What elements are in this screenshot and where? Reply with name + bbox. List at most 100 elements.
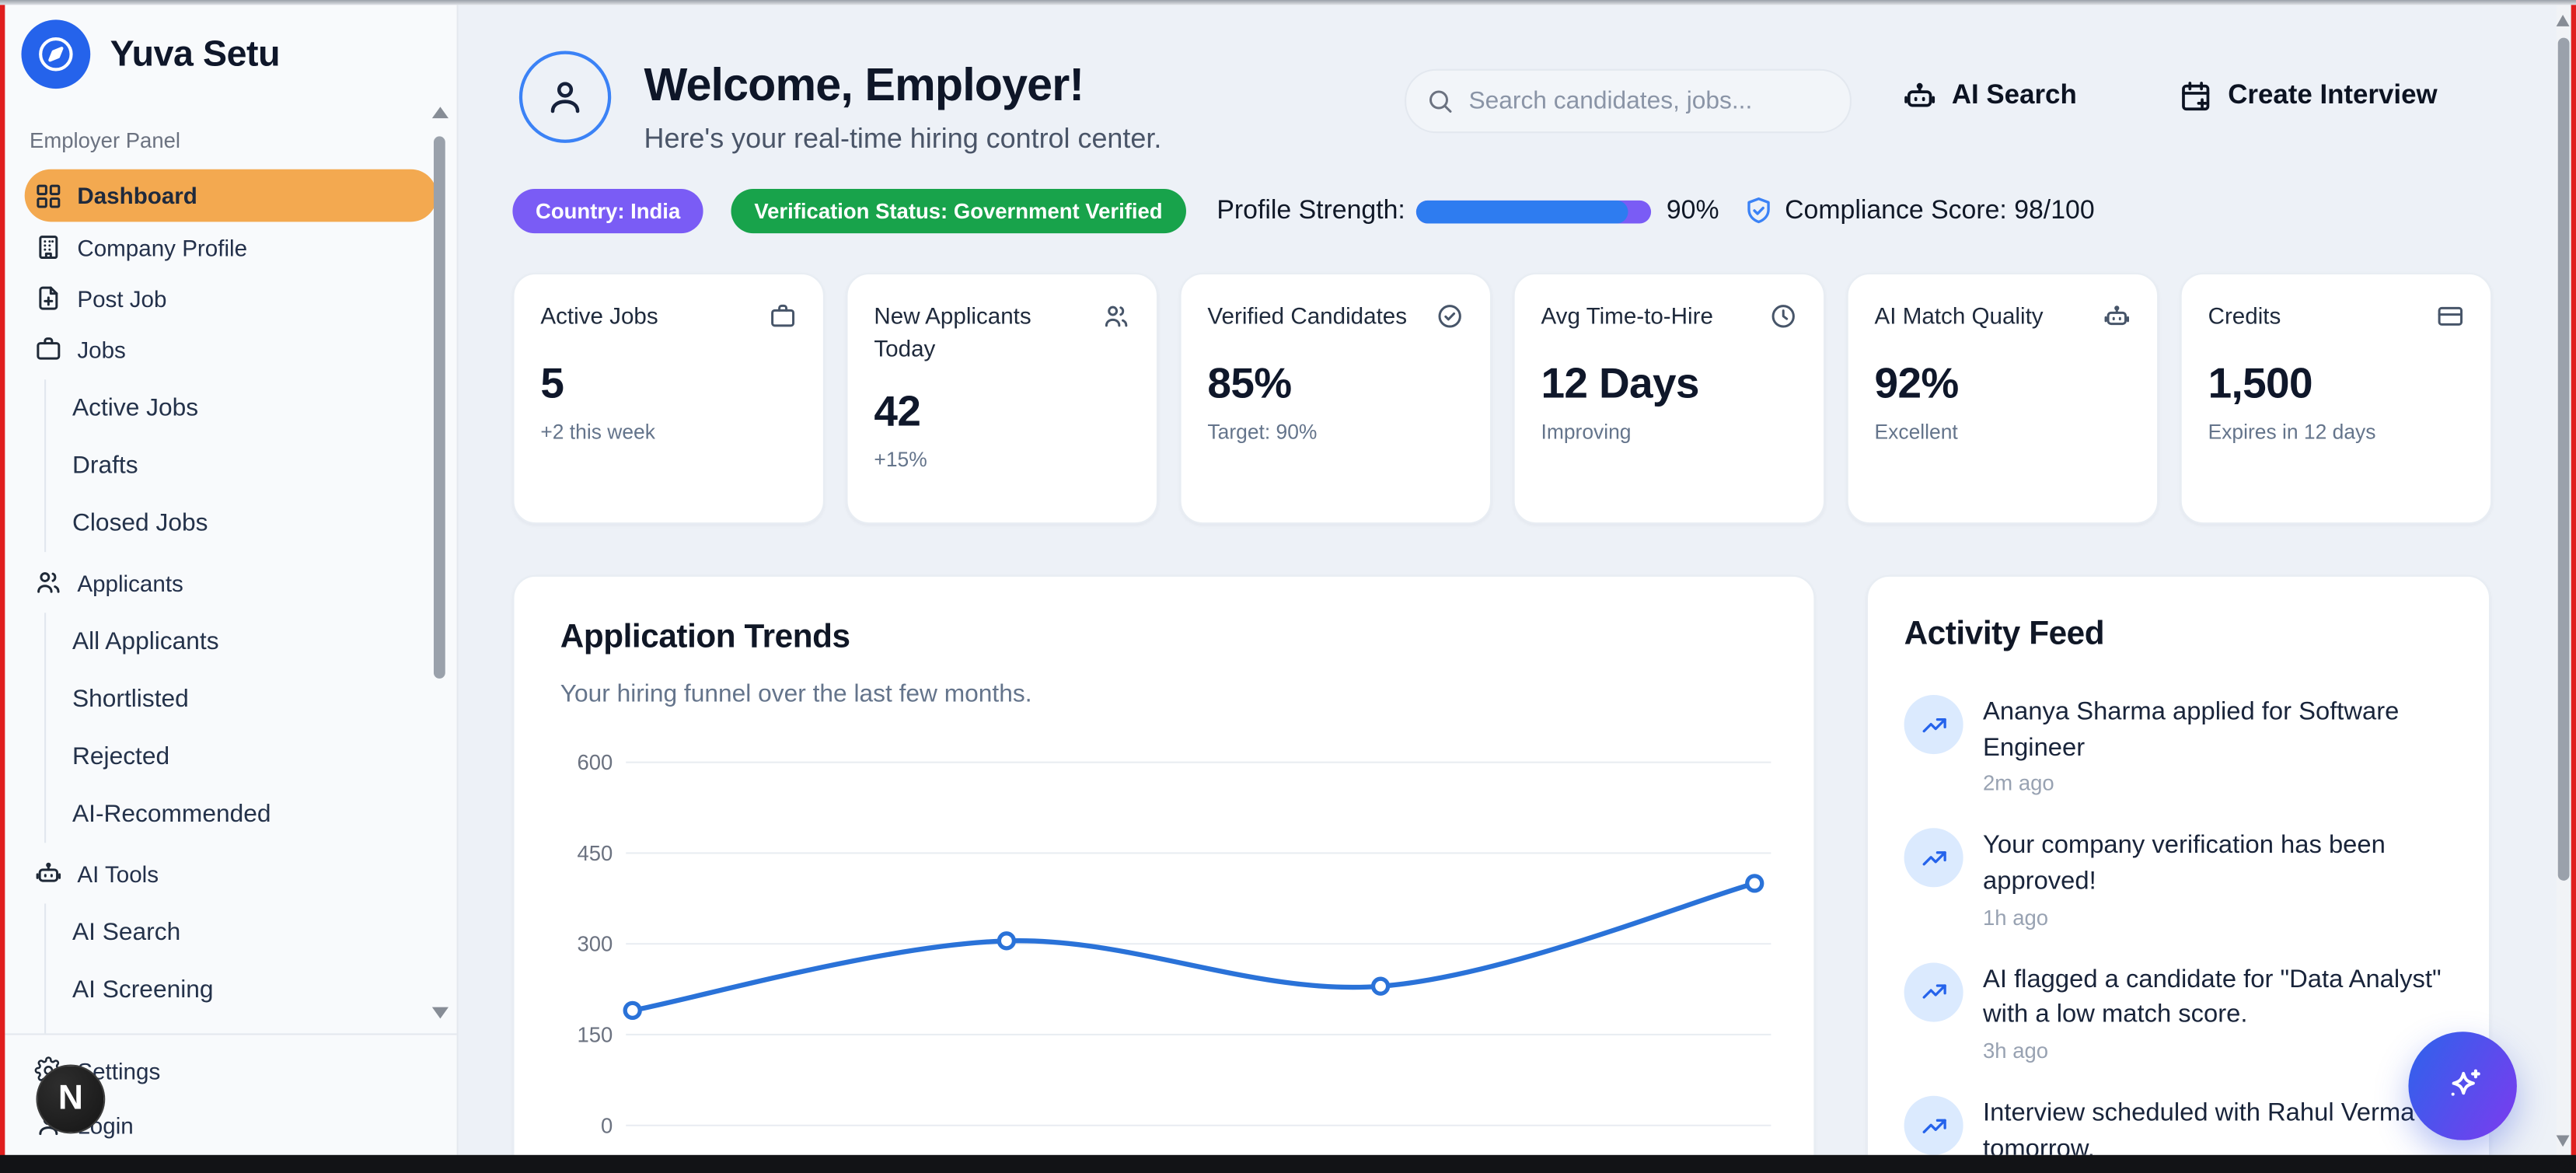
sidebar-item-ai-recommended[interactable]: AI-Recommended: [72, 800, 271, 829]
building-icon: [34, 233, 62, 261]
stat-subtext: +2 this week: [540, 421, 655, 444]
stat-title: Credits: [2208, 302, 2281, 329]
stat-card-ai-match-quality: AI Match Quality 92% Excellent: [1846, 272, 2159, 525]
y-axis-tick: 600: [577, 750, 613, 774]
activity-time: 2m ago: [1983, 771, 2054, 796]
activity-feed-item: Interview scheduled with Rahul Verma for…: [1904, 1095, 2453, 1155]
frame-edge-left: [0, 0, 5, 1173]
sidebar-item-label: Dashboard: [77, 182, 197, 209]
grid-icon: [34, 182, 62, 210]
profile-strength-label: Profile Strength:: [1216, 196, 1405, 225]
stat-title: Avg Time-to-Hire: [1541, 302, 1713, 329]
dev-overlay-badge[interactable]: N: [36, 1064, 106, 1134]
profile-strength-fill: [1416, 199, 1628, 223]
users-icon: [1102, 302, 1130, 338]
sidebar-item-dashboard[interactable]: Dashboard: [24, 169, 438, 222]
scroll-up-icon[interactable]: [431, 106, 449, 119]
ai-assistant-fab[interactable]: [2408, 1032, 2517, 1140]
activity-feed-card: Activity Feed Ananya Sharma applied for …: [1866, 574, 2491, 1155]
trend-line-chart: 0 150 300 450 600: [577, 750, 1771, 1137]
data-point: [997, 931, 1017, 951]
sidebar-item-active-jobs[interactable]: Active Jobs: [72, 394, 199, 423]
y-axis-tick: 0: [601, 1113, 613, 1137]
file-plus-icon: [34, 285, 62, 312]
sidebar-item-shortlisted[interactable]: Shortlisted: [72, 685, 189, 714]
activity-text: Interview scheduled with Rahul Verma for…: [1983, 1099, 2452, 1155]
verification-badge: Verification Status: Government Verified: [731, 189, 1186, 234]
avatar: [518, 51, 612, 143]
scroll-up-icon[interactable]: [2556, 15, 2570, 26]
scroll-down-icon[interactable]: [2556, 1135, 2570, 1147]
activity-time: 1h ago: [1983, 905, 2049, 930]
activity-feed-list: Ananya Sharma applied for Software Engin…: [1904, 695, 2453, 1155]
stat-subtext: Excellent: [1874, 421, 1958, 444]
activity-text: Ananya Sharma applied for Software Engin…: [1983, 698, 2400, 763]
sidebar-item-ai-search[interactable]: AI Search: [72, 918, 181, 947]
frame-edge-top: [0, 0, 2576, 5]
sidebar-subgroup: All Applicants Shortlisted Rejected AI-Reco…: [44, 613, 437, 843]
page-scrollbar-thumb[interactable]: [2557, 37, 2570, 881]
chart-title: Application Trends: [560, 619, 850, 656]
sidebar-item-rejected[interactable]: Rejected: [72, 742, 170, 771]
badges-row: Country: India Verification Status: Gove…: [512, 189, 2095, 234]
header-actions: AI Search Create Interview: [1902, 79, 2438, 113]
sidebar-item-drafts[interactable]: Drafts: [72, 452, 138, 480]
sidebar-item-label: Company Profile: [77, 234, 248, 260]
sidebar-item-applicants[interactable]: Applicants: [25, 557, 437, 608]
trending-up-icon: [1904, 1095, 1963, 1155]
page-title: Welcome, Employer!: [644, 59, 1084, 110]
activity-feed-item: Ananya Sharma applied for Software Engin…: [1904, 695, 2453, 796]
stat-title: New Applicants Today: [874, 302, 1031, 362]
users-icon: [34, 568, 62, 596]
stat-value: 92%: [1874, 358, 1960, 408]
search-input[interactable]: [1468, 87, 1831, 115]
ai-search-button[interactable]: AI Search: [1902, 79, 2077, 113]
sidebar-item-label: AI Tools: [77, 860, 159, 887]
stat-value: 1,500: [2208, 358, 2313, 408]
sidebar-scrollbar-thumb[interactable]: [433, 136, 445, 679]
trending-up-icon: [1904, 829, 1963, 888]
robot-icon: [34, 859, 62, 887]
activity-text: Your company verification has been appro…: [1983, 832, 2386, 896]
stat-title: Active Jobs: [540, 302, 658, 329]
y-axis-tick: 300: [577, 932, 613, 956]
sidebar-item-ai-screening[interactable]: AI Screening: [72, 976, 214, 1004]
sidebar-item-ai-tools[interactable]: AI Tools: [25, 848, 437, 899]
chart-subtitle: Your hiring funnel over the last few mon…: [560, 679, 1032, 708]
briefcase-icon: [769, 302, 797, 338]
sidebar-scrollbar[interactable]: [431, 5, 449, 1154]
sidebar-item-settings[interactable]: Settings: [25, 1043, 437, 1098]
compliance-score: Compliance Score: 98/100: [1785, 196, 2095, 225]
briefcase-icon: [34, 335, 62, 363]
stat-value: 85%: [1207, 358, 1292, 408]
stat-subtext: Expires in 12 days: [2208, 421, 2376, 444]
credit-card-icon: [2436, 302, 2464, 338]
y-axis-tick: 450: [577, 841, 613, 865]
sidebar-item-company-profile[interactable]: Company Profile: [25, 222, 437, 273]
sidebar-item-label: Applicants: [77, 569, 183, 596]
frame-edge-right: [2571, 0, 2576, 1173]
activity-feed-title: Activity Feed: [1904, 616, 2105, 653]
sidebar-item-all-applicants[interactable]: All Applicants: [72, 627, 219, 656]
page-scrollbar[interactable]: [2556, 5, 2571, 1155]
sidebar-item-closed-jobs[interactable]: Closed Jobs: [72, 509, 208, 538]
stat-title: Verified Candidates: [1207, 302, 1408, 329]
activity-text: AI flagged a candidate for "Data Analyst…: [1983, 965, 2442, 1029]
stat-value: 42: [874, 385, 921, 435]
trending-up-icon: [1904, 695, 1963, 755]
sidebar-item-label: Post Job: [77, 285, 167, 312]
clock-icon: [1769, 302, 1797, 338]
sidebar-item-jobs[interactable]: Jobs: [25, 323, 437, 375]
stat-subtext: Target: 90%: [1207, 421, 1318, 444]
application-trends-card: Application Trends Your hiring funnel ov…: [512, 574, 1816, 1155]
trending-up-icon: [1904, 962, 1963, 1022]
stat-card-active-jobs: Active Jobs 5 +2 this week: [512, 272, 825, 525]
page-subtitle: Here's your real-time hiring control cen…: [644, 123, 1162, 155]
compass-logo-icon: [21, 19, 91, 89]
button-label: AI Search: [1951, 80, 2077, 110]
scroll-down-icon[interactable]: [431, 1007, 449, 1019]
create-interview-button[interactable]: Create Interview: [2179, 79, 2438, 113]
stat-card-credits: Credits 1,500 Expires in 12 days: [2180, 272, 2493, 525]
sidebar-subgroup: Active Jobs Drafts Closed Jobs: [44, 379, 437, 553]
sidebar-item-post-job[interactable]: Post Job: [25, 273, 437, 324]
